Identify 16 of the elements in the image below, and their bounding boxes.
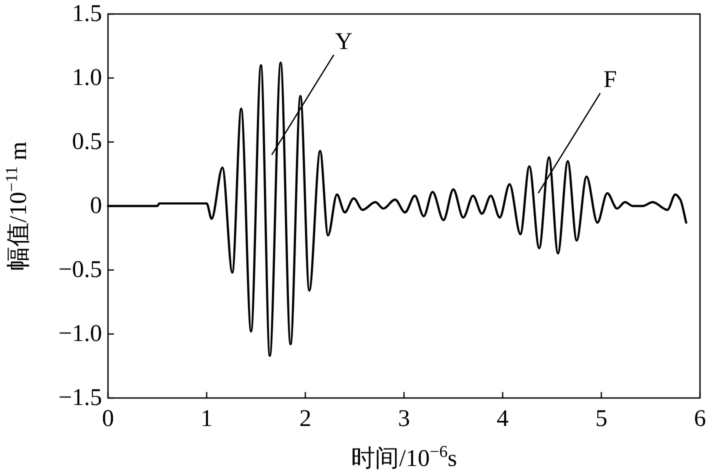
- x-tick-label: 1: [200, 406, 213, 432]
- y-tick-label: −1.0: [58, 321, 102, 347]
- y-tick-label: 0.5: [72, 129, 102, 155]
- annotation: F: [604, 67, 617, 94]
- y-tick-label: −0.5: [58, 257, 102, 283]
- y-tick-label: 1.0: [72, 65, 102, 91]
- x-tick-label: 5: [595, 406, 608, 432]
- x-axis-title: 时间/10$^{−6}$s: [351, 442, 457, 472]
- x-tick-label: 4: [496, 406, 509, 432]
- annotation: Y: [335, 28, 352, 55]
- x-tick-label: 6: [694, 406, 706, 432]
- y-tick-label: 1.5: [72, 1, 102, 27]
- x-tick-label: 2: [299, 406, 312, 432]
- x-tick-label: 3: [398, 406, 410, 432]
- y-tick-label: 0: [90, 193, 102, 219]
- y-tick-label: −1.5: [58, 385, 102, 411]
